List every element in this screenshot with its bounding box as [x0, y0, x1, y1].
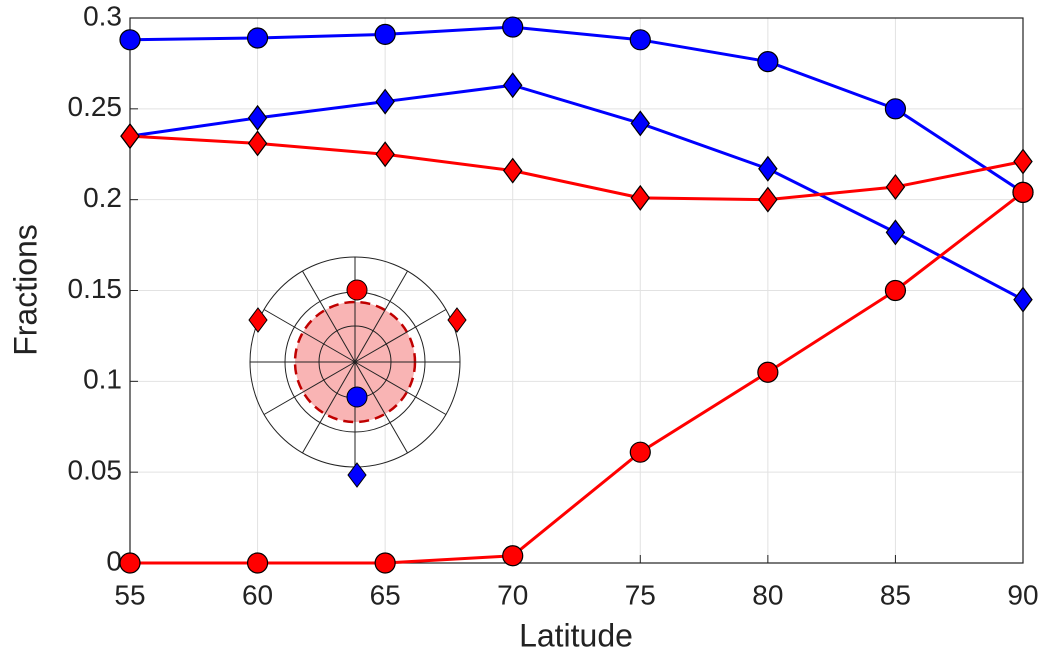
point	[629, 29, 651, 51]
point	[1012, 181, 1034, 203]
point	[374, 23, 396, 45]
point	[246, 552, 269, 574]
inset-spoke	[263, 361, 356, 415]
point	[502, 72, 523, 99]
point	[885, 219, 906, 246]
x-axis-label: Latitude	[519, 617, 633, 653]
inset-marker	[346, 279, 368, 301]
point	[757, 361, 779, 383]
point	[502, 545, 524, 567]
point	[119, 552, 141, 574]
y-tick-label: 0.05	[68, 455, 123, 486]
point	[884, 279, 907, 302]
point	[885, 173, 906, 200]
point	[502, 157, 523, 184]
inset-spokes	[250, 257, 460, 467]
y-tick-label: 0.25	[68, 91, 123, 122]
point	[758, 155, 778, 182]
inset-spoke	[302, 361, 356, 454]
point	[247, 104, 268, 131]
series-line	[129, 83, 1024, 301]
x-tick-label: 85	[880, 579, 911, 610]
x-tick-label: 80	[752, 579, 783, 610]
x-tick-label: 75	[625, 579, 656, 610]
point	[758, 186, 778, 213]
point	[374, 552, 396, 574]
point	[1013, 148, 1033, 175]
x-tick-label: 60	[242, 579, 273, 610]
x-tick-label: 70	[497, 579, 528, 610]
series-line	[129, 25, 1024, 194]
inset-spoke	[354, 309, 447, 363]
y-tick-label: 0	[106, 545, 122, 576]
x-tick-label: 90	[1007, 579, 1038, 610]
y-tick-label: 0.2	[83, 182, 122, 213]
point	[375, 88, 395, 115]
inset-marker	[447, 307, 467, 333]
series-line	[129, 134, 1024, 202]
series-line	[130, 191, 1024, 565]
inset-marker	[347, 462, 367, 488]
inset-spoke	[354, 270, 408, 363]
inset-spoke	[302, 270, 356, 363]
inset-spoke	[354, 361, 447, 415]
y-axis-label: Fractions	[7, 224, 43, 356]
point	[1013, 286, 1033, 313]
point	[246, 27, 269, 49]
point	[119, 29, 141, 51]
point	[629, 441, 651, 463]
point	[630, 110, 651, 137]
inset-spoke	[263, 309, 356, 363]
point	[120, 123, 140, 150]
inset-diagram	[248, 256, 467, 488]
inset-marker	[248, 307, 268, 333]
inset-spoke	[354, 361, 408, 454]
inset-marker	[346, 386, 368, 408]
point	[630, 184, 651, 211]
point	[502, 16, 524, 38]
point	[247, 130, 268, 157]
y-tick-label: 0.15	[68, 273, 123, 304]
point	[757, 50, 779, 73]
y-tick-label: 0.1	[83, 364, 122, 395]
point	[375, 141, 395, 168]
x-tick-label: 65	[370, 579, 401, 610]
point	[884, 98, 907, 120]
y-tick-label: 0.3	[83, 0, 122, 31]
x-tick-label: 55	[114, 579, 145, 610]
